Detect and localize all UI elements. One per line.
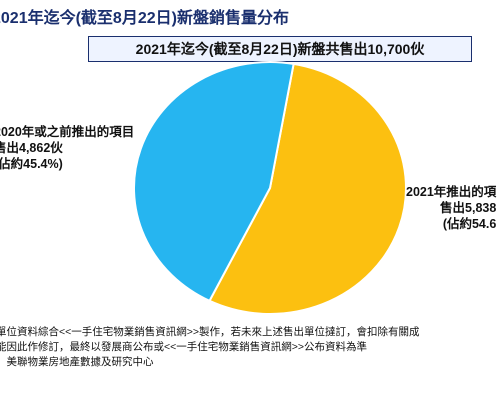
slice-label-2021-share: (佔約54.6: [442, 217, 497, 231]
slice-label-2020-or-before: 2020年或之前推出的項目 售出4,862伙 (佔約45.4%): [0, 124, 134, 172]
slice-label-2020-sold: 售出4,862伙: [0, 141, 63, 155]
slice-label-2020-share: (佔約45.4%): [0, 157, 63, 171]
footnotes: 單位資料綜合<<一手住宅物業銷售資訊網>>製作，若未來上述售出單位撻訂，會扣除有…: [0, 325, 420, 370]
pie-slice-2020-or-before: [133, 61, 295, 303]
slice-label-2021-title: 2021年推出的項: [406, 185, 497, 199]
footnote-line: 單位資料綜合<<一手住宅物業銷售資訊網>>製作，若未來上述售出單位撻訂，會扣除有…: [0, 326, 420, 338]
footnote-line: ：美聯物業房地產數據及研究中心: [0, 356, 154, 368]
footnote-line: 能因此作修訂，最終以發展商公布或<<一手住宅物業銷售資訊網>>公布資料為準: [0, 341, 368, 353]
slice-label-2021-sold: 售出5,838: [440, 201, 497, 215]
slice-label-2021: 2021年推出的項 售出5,838 (佔約54.6: [406, 184, 496, 232]
chart-title: 2021年迄今(截至8月22日)新盤銷售量分布: [0, 10, 289, 27]
pie-slice-2021: [208, 62, 407, 315]
slice-label-2020-title: 2020年或之前推出的項目: [0, 125, 135, 139]
